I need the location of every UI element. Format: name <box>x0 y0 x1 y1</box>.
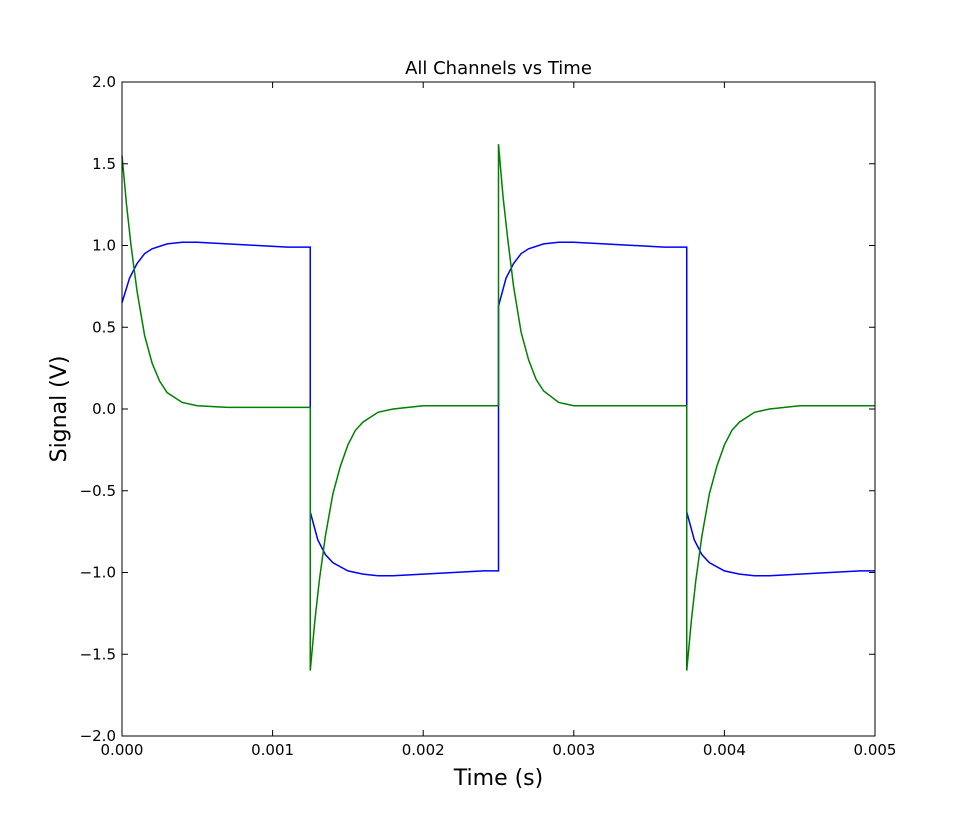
y-tick-label: 1.5 <box>92 155 116 173</box>
x-tick-label: 0.004 <box>703 741 746 759</box>
x-tick-label: 0.000 <box>101 741 144 759</box>
x-axis-label: Time (s) <box>453 766 543 791</box>
y-tick-label: −1.5 <box>80 645 116 663</box>
x-tick-label: 0.003 <box>552 741 595 759</box>
y-tick-label: 2.0 <box>92 73 116 91</box>
tick-layer: 0.000 0.001 0.002 0.003 0.004 0.005 −2.0 −1.5 −1… <box>80 73 897 759</box>
x-tick-label: 0.005 <box>854 741 897 759</box>
y-tick-label: −0.5 <box>80 482 116 500</box>
series-layer <box>121 144 875 671</box>
series-line-1 <box>121 241 875 577</box>
y-tick-label: 1.0 <box>92 237 116 255</box>
x-tick-label: 0.001 <box>251 741 294 759</box>
y-tick-label: −2.0 <box>80 727 116 745</box>
y-axis-label: Signal (V) <box>47 356 72 463</box>
y-tick-label: 0.5 <box>92 318 116 336</box>
y-tick-label: −1.0 <box>80 564 116 582</box>
chart-title: All Channels vs Time <box>405 58 592 79</box>
y-tick-label: 0.0 <box>92 400 116 418</box>
x-tick-label: 0.002 <box>402 741 445 759</box>
series-line-2 <box>121 144 875 671</box>
